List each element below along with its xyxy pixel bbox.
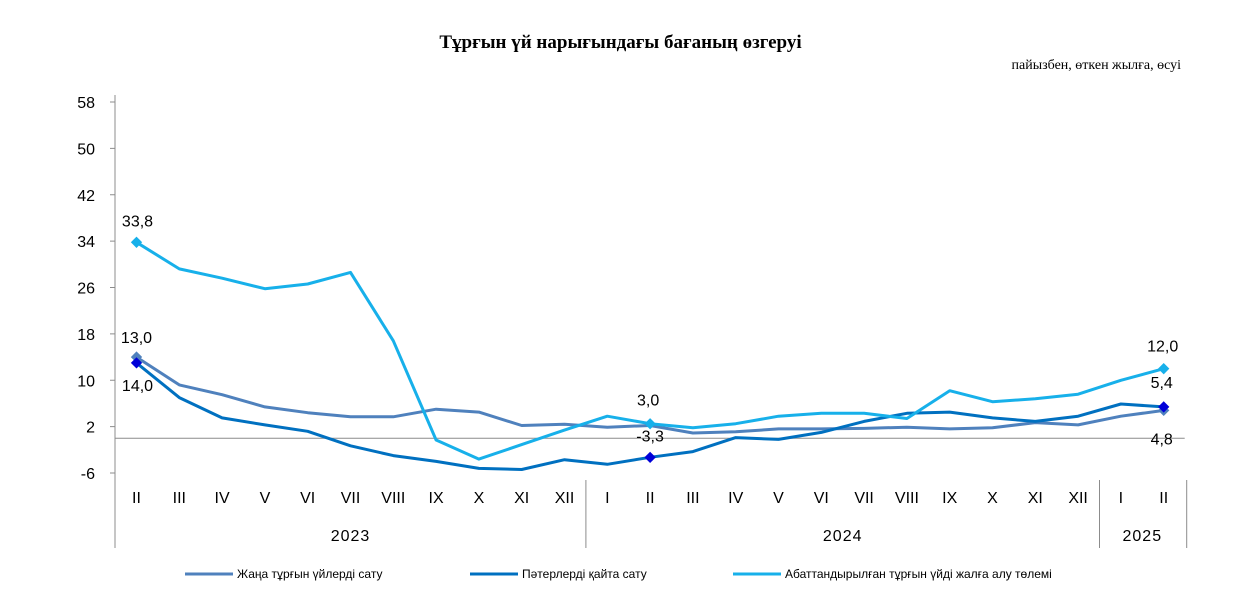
x-tick-label: X: [987, 490, 998, 507]
x-tick-label: III: [173, 490, 186, 507]
data-label: 13,0: [121, 330, 152, 347]
series-marker: [130, 357, 143, 369]
data-label: 3,0: [637, 393, 659, 410]
x-tick-label: XI: [1028, 490, 1043, 507]
x-tick-label: I: [1119, 490, 1123, 507]
year-label: 2024: [823, 528, 863, 545]
x-tick-label: XII: [555, 490, 575, 507]
data-label: -3,3: [636, 428, 664, 445]
series-marker: [130, 236, 143, 248]
x-tick-label: III: [686, 490, 699, 507]
series-marker: [1158, 362, 1170, 375]
x-tick-label: V: [773, 490, 784, 507]
x-tick-label: IX: [429, 490, 444, 507]
x-tick-label: VII: [341, 490, 361, 507]
series-marker: [644, 418, 656, 430]
y-tick-label: 42: [77, 188, 95, 205]
data-label: 14,0: [122, 378, 153, 395]
series-marker: [130, 351, 143, 363]
data-label: 4,8: [1151, 431, 1173, 448]
y-tick-label: 50: [77, 141, 95, 158]
x-tick-label: V: [260, 490, 271, 507]
legend-label: Пәтерлерді қайта сату: [522, 567, 647, 581]
x-tick-label: X: [474, 490, 485, 507]
year-label: 2025: [1123, 528, 1163, 545]
y-tick-label: 58: [77, 95, 95, 112]
y-tick-label: -6: [81, 466, 95, 483]
x-tick-label: XI: [514, 490, 529, 507]
y-tick-label: 2: [86, 420, 95, 437]
x-tick-label: I: [605, 490, 609, 507]
x-tick-label: VI: [300, 490, 315, 507]
x-tick-label: VIII: [381, 490, 405, 507]
x-tick-label: VII: [854, 490, 874, 507]
x-tick-label: IX: [942, 490, 957, 507]
x-tick-label: VI: [814, 490, 829, 507]
y-tick-label: 18: [77, 327, 95, 344]
x-tick-label: IV: [215, 490, 230, 507]
data-label: 12,0: [1147, 339, 1178, 356]
x-tick-label: XII: [1068, 490, 1088, 507]
x-tick-label: II: [646, 490, 655, 507]
x-tick-label: II: [1159, 490, 1168, 507]
series-marker: [644, 451, 656, 464]
legend-label: Жаңа тұрғын үйлерді сату: [237, 567, 382, 581]
x-tick-label: IV: [728, 490, 743, 507]
year-label: 2023: [331, 528, 371, 545]
legend-label: Абаттандырылған тұрғын үйді жалға алу тө…: [785, 567, 1052, 581]
y-tick-label: 26: [77, 281, 95, 298]
series-marker: [1158, 401, 1170, 413]
units-note: пайызбен, өткен жылға, өсуі: [1011, 58, 1182, 73]
data-label: 5,4: [1151, 375, 1173, 392]
x-tick-label: VIII: [895, 490, 919, 507]
data-label: 33,8: [122, 213, 153, 230]
chart-title: Тұрғын үй нарығындағы бағаның өзгеруі: [439, 32, 802, 53]
y-tick-label: 34: [77, 234, 95, 251]
x-tick-label: II: [132, 490, 141, 507]
y-tick-label: 10: [77, 373, 95, 390]
